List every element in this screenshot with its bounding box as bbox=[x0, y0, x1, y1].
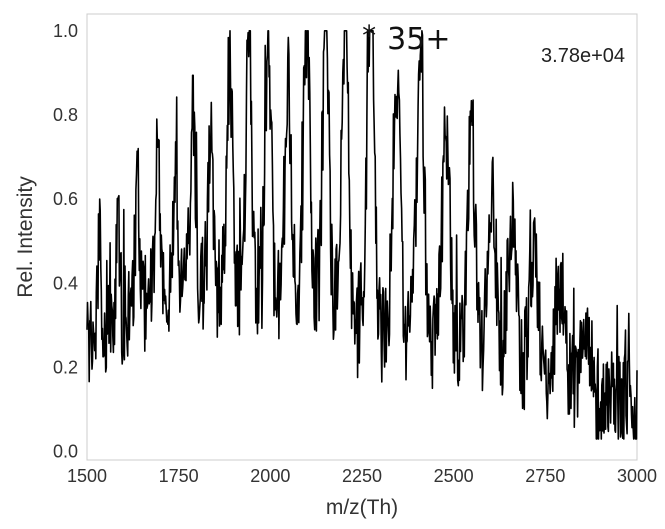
x-tick-label: 1750 bbox=[159, 466, 199, 486]
plot-area bbox=[86, 13, 638, 461]
y-tick-label: 0.6 bbox=[53, 189, 78, 209]
x-axis-label: m/z(Th) bbox=[326, 496, 398, 519]
y-tick-label: 0.2 bbox=[53, 357, 78, 377]
y-tick-label: 0.4 bbox=[53, 273, 78, 293]
y-tick-label: 0.8 bbox=[53, 105, 78, 125]
y-axis-label: Rel. Intensity bbox=[14, 176, 37, 298]
x-tick-label: 2750 bbox=[525, 466, 565, 486]
charge-state-label: 35+ bbox=[387, 22, 450, 57]
y-tick-label: 0.0 bbox=[53, 442, 78, 462]
x-tick-label: 3000 bbox=[617, 466, 657, 486]
x-tick-label: 2000 bbox=[250, 466, 290, 486]
y-tick-labels: 0.0 0.2 0.4 0.6 0.8 1.0 bbox=[53, 21, 78, 462]
x-tick-label: 2500 bbox=[434, 466, 474, 486]
x-tick-label: 2250 bbox=[342, 466, 382, 486]
y-tick-label: 1.0 bbox=[53, 21, 78, 41]
x-tick-labels: 1500 1750 2000 2250 2500 2750 3000 bbox=[67, 466, 657, 486]
spectrum-line bbox=[86, 30, 638, 440]
x-tick-label: 1500 bbox=[67, 466, 107, 486]
intensity-scale-label: 3.78e+04 bbox=[541, 45, 625, 67]
annotation-marker: * bbox=[362, 19, 376, 52]
